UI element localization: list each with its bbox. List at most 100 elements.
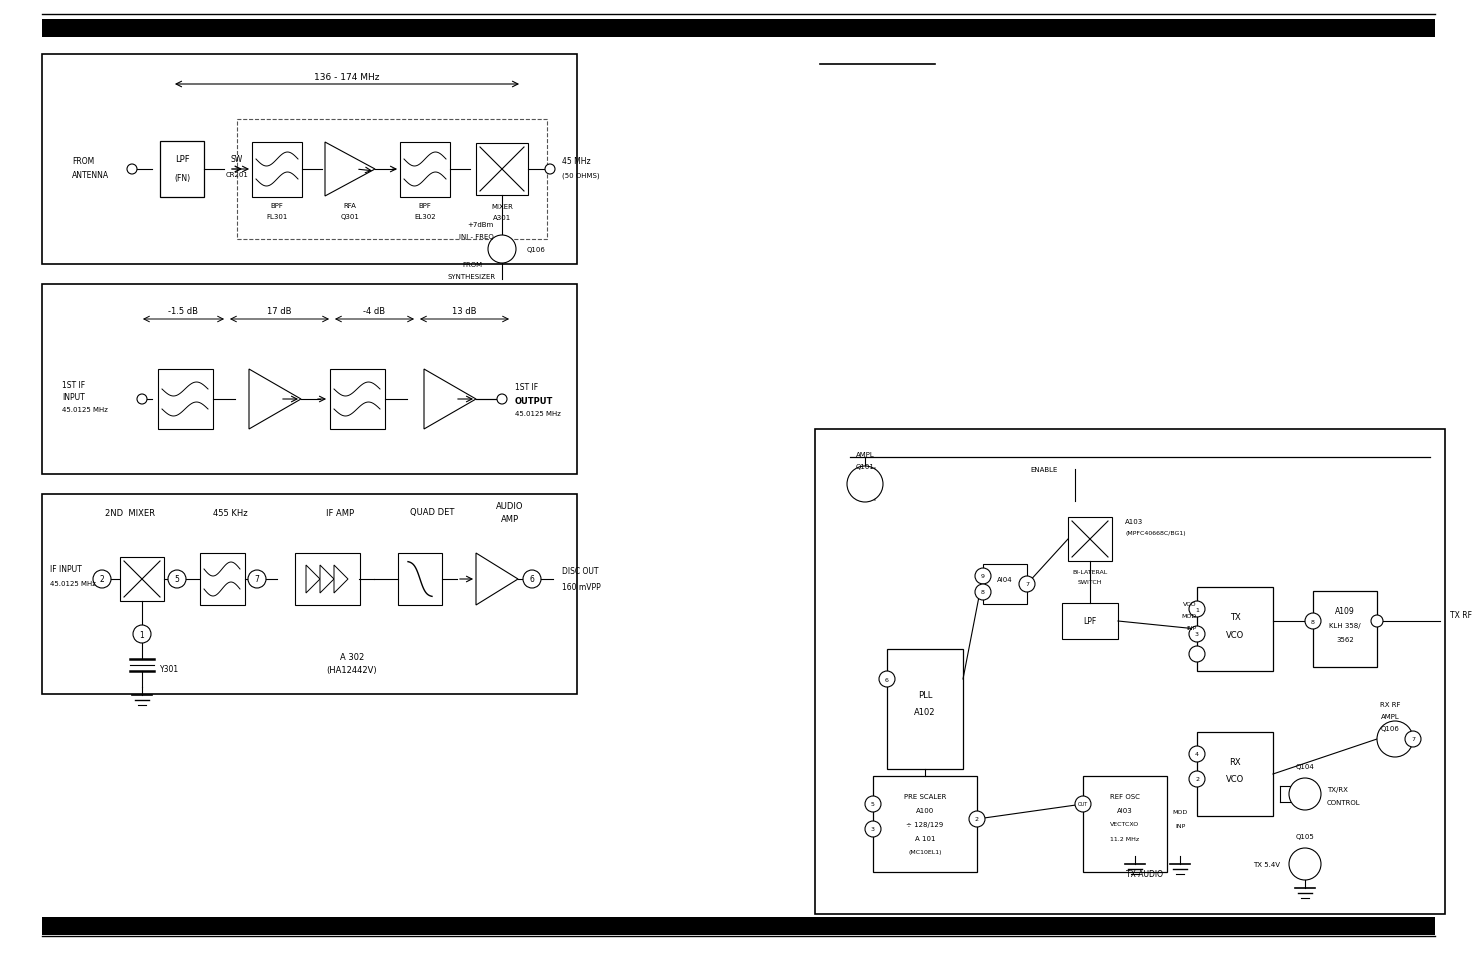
Text: DISC OUT: DISC OUT	[562, 567, 599, 576]
Text: 7: 7	[1412, 737, 1415, 741]
Text: SWITCH: SWITCH	[1078, 579, 1102, 585]
Text: SYNTHESIZER: SYNTHESIZER	[448, 274, 496, 280]
Bar	[41, 20, 1435, 38]
Polygon shape	[324, 143, 375, 196]
Text: AI04: AI04	[997, 577, 1013, 582]
Circle shape	[864, 796, 881, 812]
Text: 6: 6	[530, 575, 534, 584]
Circle shape	[1075, 796, 1091, 812]
Circle shape	[975, 584, 991, 600]
Text: AMPL: AMPL	[855, 452, 875, 457]
Circle shape	[1289, 848, 1322, 880]
Text: INP: INP	[1187, 626, 1198, 631]
Text: FROM: FROM	[72, 157, 94, 167]
Bar	[398, 554, 442, 605]
Bar	[886, 649, 963, 769]
Text: Y301: Y301	[159, 664, 178, 673]
Circle shape	[1189, 646, 1205, 662]
Bar	[1083, 776, 1167, 872]
Text: BPF: BPF	[270, 203, 283, 209]
Text: (MC10EL1): (MC10EL1)	[909, 850, 941, 855]
Text: TX AUDIO: TX AUDIO	[1127, 869, 1164, 879]
Circle shape	[248, 571, 266, 588]
Circle shape	[93, 571, 111, 588]
Text: 3562: 3562	[1336, 637, 1354, 642]
Circle shape	[497, 395, 507, 405]
Bar	[873, 776, 976, 872]
Text: TX 5.4V: TX 5.4V	[1252, 862, 1280, 867]
Text: A109: A109	[1335, 607, 1356, 616]
Text: 2: 2	[975, 817, 979, 821]
Circle shape	[133, 625, 150, 643]
Text: VCO: VCO	[1226, 775, 1243, 783]
Text: (50 OHMS): (50 OHMS)	[562, 172, 600, 179]
Bar	[41, 917, 1435, 935]
Text: KLH 358/: KLH 358/	[1329, 622, 1361, 628]
Text: AMP: AMP	[502, 514, 519, 523]
Text: 160 mVPP: 160 mVPP	[562, 582, 600, 591]
Bar	[1198, 732, 1273, 816]
Circle shape	[1189, 771, 1205, 787]
Text: +7dBm: +7dBm	[468, 222, 494, 228]
Text: A 101: A 101	[914, 835, 935, 841]
Text: INPUT: INPUT	[62, 392, 84, 401]
Text: RX RF: RX RF	[1379, 701, 1400, 707]
Text: 45 MHz: 45 MHz	[562, 157, 590, 167]
Circle shape	[864, 821, 881, 837]
Text: 3: 3	[872, 826, 875, 832]
Text: A100: A100	[916, 807, 934, 813]
Bar	[158, 370, 212, 430]
Bar	[41, 285, 577, 475]
Text: ÷ 128/129: ÷ 128/129	[906, 821, 944, 827]
Text: 45.0125 MHz: 45.0125 MHz	[50, 580, 96, 586]
Text: CR201: CR201	[226, 172, 248, 178]
Text: (MPFC40668C/BG1): (MPFC40668C/BG1)	[1125, 531, 1186, 536]
Text: 6: 6	[885, 677, 889, 681]
Text: 2: 2	[100, 575, 105, 584]
Text: 17 dB: 17 dB	[267, 306, 291, 315]
Bar	[159, 142, 204, 198]
Text: A103: A103	[1125, 518, 1143, 524]
Text: 1: 1	[140, 630, 145, 639]
Text: SW: SW	[232, 155, 243, 164]
Text: FROM: FROM	[462, 262, 482, 268]
Polygon shape	[305, 565, 320, 594]
Polygon shape	[320, 565, 333, 594]
Bar	[252, 143, 302, 198]
Text: VECTCXO: VECTCXO	[1111, 821, 1140, 826]
Circle shape	[1189, 746, 1205, 762]
Text: TX: TX	[1230, 613, 1240, 622]
Circle shape	[1189, 626, 1205, 642]
Text: (FN): (FN)	[174, 173, 190, 182]
Text: 3: 3	[1195, 632, 1199, 637]
Text: MOD: MOD	[1181, 614, 1198, 618]
Text: 45.0125 MHz: 45.0125 MHz	[62, 407, 108, 413]
Text: AI03: AI03	[1117, 807, 1133, 813]
Circle shape	[544, 165, 555, 174]
Text: REF OSC: REF OSC	[1111, 793, 1140, 800]
Bar	[1313, 592, 1378, 667]
Text: Q104: Q104	[1295, 763, 1314, 769]
Text: 136 - 174 MHz: 136 - 174 MHz	[314, 72, 379, 81]
Text: 1: 1	[1195, 607, 1199, 612]
Text: A102: A102	[914, 708, 935, 717]
Circle shape	[524, 571, 541, 588]
Bar	[119, 558, 164, 601]
Circle shape	[879, 671, 895, 687]
Text: OUT: OUT	[1078, 801, 1089, 806]
Text: BPF: BPF	[419, 203, 432, 209]
Circle shape	[137, 395, 148, 405]
Text: INP: INP	[1176, 823, 1184, 828]
Bar	[1062, 603, 1118, 639]
Circle shape	[847, 467, 884, 502]
Text: Q301: Q301	[341, 213, 360, 220]
Text: Q101: Q101	[855, 463, 875, 470]
Text: 2: 2	[1195, 777, 1199, 781]
Text: 5: 5	[872, 801, 875, 806]
Text: OUTPUT: OUTPUT	[515, 396, 553, 405]
Text: 7: 7	[255, 575, 260, 584]
Bar	[816, 430, 1446, 914]
Text: 2ND  MIXER: 2ND MIXER	[105, 508, 155, 517]
Text: (HA12442V): (HA12442V)	[326, 665, 378, 674]
Text: TX RF: TX RF	[1450, 611, 1472, 619]
